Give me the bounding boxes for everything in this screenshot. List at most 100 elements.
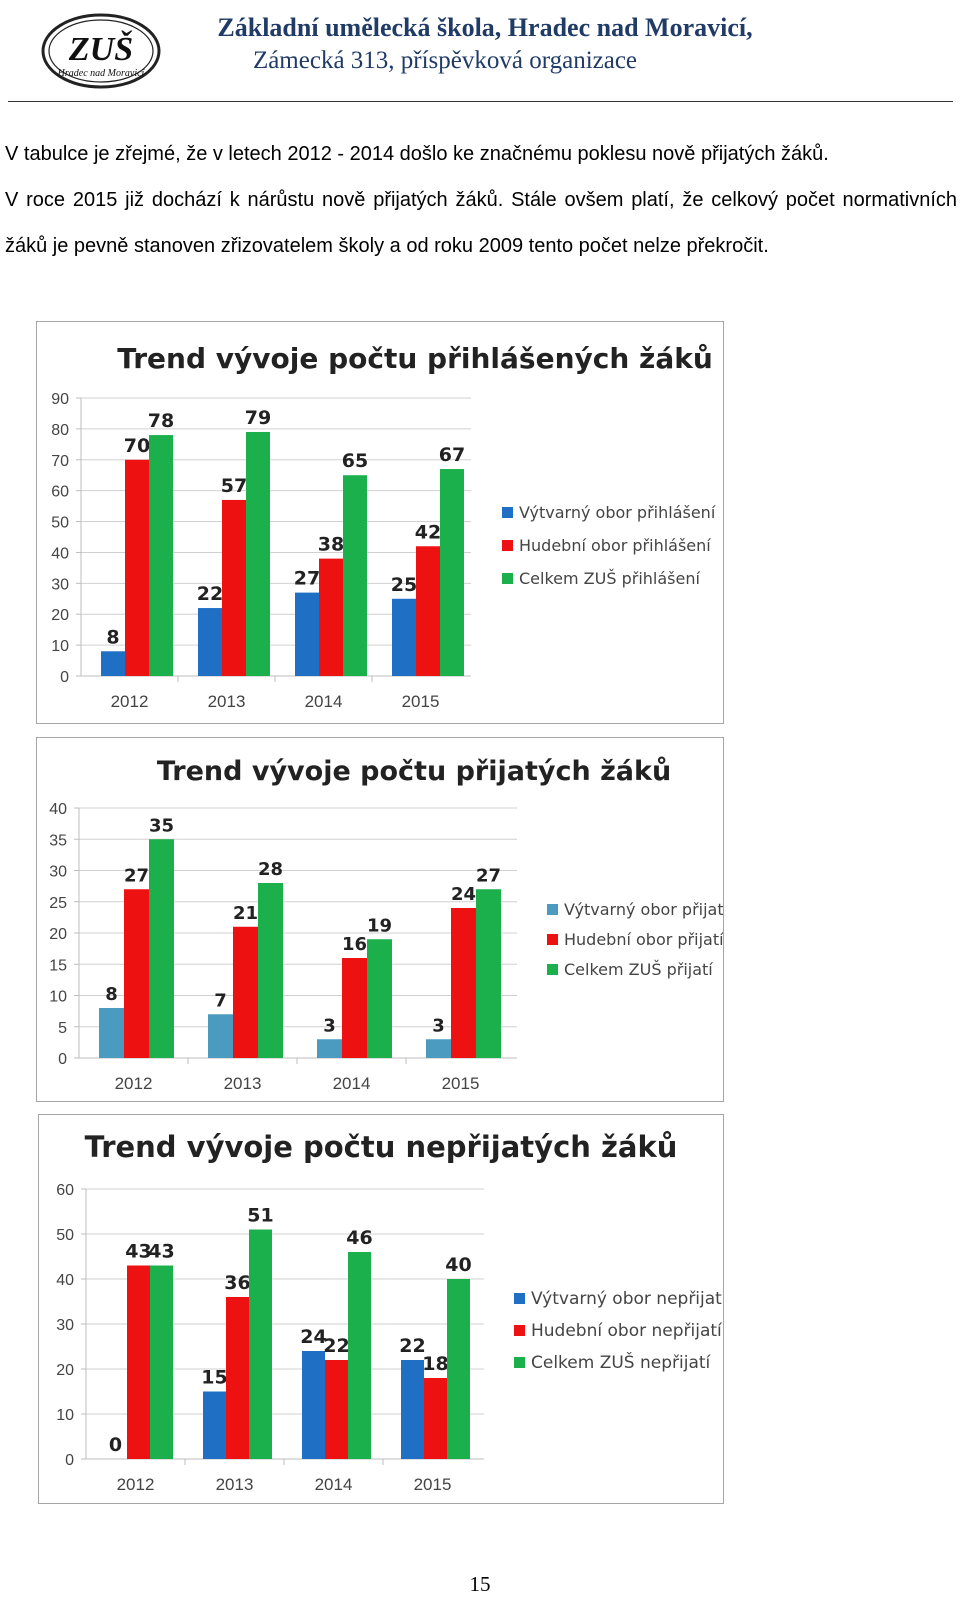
legend-swatch	[502, 540, 513, 551]
bar	[149, 839, 174, 1058]
bar	[343, 475, 367, 676]
legend-label: Výtvarný obor přihlášení	[519, 503, 716, 522]
legend-swatch	[514, 1293, 525, 1304]
data-label: 70	[124, 435, 150, 457]
y-tick-label: 10	[49, 989, 67, 1006]
y-tick-label: 35	[49, 832, 67, 849]
y-tick-label: 60	[56, 1182, 74, 1199]
y-tick-label: 40	[56, 1272, 74, 1289]
data-label: 40	[445, 1254, 471, 1276]
data-label: 7	[214, 990, 227, 1011]
bar	[367, 939, 392, 1058]
x-tick-label: 2012	[115, 1074, 153, 1093]
intro-paragraph: V tabulce je zřejmé, že v letech 2012 - …	[5, 131, 957, 269]
chart-accepted-students: Trend vývoje počtu přijatých žáků 0 5 10 15 2…	[36, 737, 724, 1102]
school-logo-icon: ZUŠ Hradec nad Moravicí	[41, 13, 161, 89]
legend-swatch	[502, 573, 513, 584]
x-tick-label: 2015	[414, 1475, 452, 1494]
bar	[392, 598, 416, 676]
bar	[451, 908, 476, 1058]
data-label: 16	[342, 934, 367, 955]
bar	[101, 651, 125, 676]
bar	[149, 435, 173, 676]
data-label: 19	[367, 915, 392, 936]
y-tick-label: 20	[56, 1362, 74, 1379]
legend-swatch	[547, 934, 558, 945]
data-label: 67	[439, 444, 465, 466]
data-label: 18	[422, 1353, 448, 1375]
data-label: 8	[105, 984, 118, 1005]
bar	[233, 926, 258, 1058]
bar	[150, 1265, 173, 1459]
bar	[127, 1265, 150, 1459]
y-tick-label: 30	[49, 864, 67, 881]
y-tick-label: 0	[60, 669, 69, 686]
chart-svg: Trend vývoje počtu přijatých žáků 0 5 10 15 2…	[49, 756, 723, 1093]
legend-label: Hudební obor přihlášení	[519, 536, 711, 555]
bar	[208, 1014, 233, 1058]
y-tick-label: 10	[56, 1407, 74, 1424]
bar	[124, 889, 149, 1058]
legend-swatch	[547, 964, 558, 975]
bar	[319, 558, 343, 676]
y-tick-label: 90	[51, 391, 69, 408]
x-tick-label: 2014	[305, 692, 343, 711]
data-label: 51	[247, 1205, 273, 1227]
data-label: 24	[451, 884, 476, 905]
bar	[258, 883, 283, 1058]
chart-title: Trend vývoje počtu přijatých žáků	[157, 756, 671, 787]
data-label: 8	[106, 626, 119, 648]
legend-label: Celkem ZUŠ přijatí	[564, 960, 713, 979]
data-label: 22	[323, 1335, 349, 1357]
data-label: 25	[391, 574, 417, 596]
bar	[447, 1279, 470, 1459]
y-tick-label: 40	[49, 801, 67, 818]
x-tick-label: 2012	[111, 692, 149, 711]
legend-swatch	[514, 1357, 525, 1368]
data-label: 24	[300, 1326, 326, 1348]
bar	[401, 1360, 424, 1459]
x-tick-label: 2013	[224, 1074, 262, 1093]
x-tick-label: 2014	[315, 1475, 353, 1494]
school-address: Zámecká 313, příspěvková organizace	[252, 47, 638, 74]
y-tick-label: 60	[51, 484, 69, 501]
x-tick-label: 2013	[208, 692, 246, 711]
chart-svg: Trend vývoje počtu nepřijatých žáků 0 10 20…	[56, 1130, 723, 1494]
chart-svg: Trend vývoje počtu přihlášených žáků 0 10 2…	[51, 342, 716, 711]
y-tick-label: 80	[51, 422, 69, 439]
bar	[342, 958, 367, 1058]
data-label: 46	[346, 1227, 372, 1249]
header-divider	[8, 101, 953, 102]
bar	[426, 1039, 451, 1058]
data-label: 27	[124, 865, 149, 886]
chart-rejected-students: Trend vývoje počtu nepřijatých žáků 0 10 20…	[38, 1114, 724, 1504]
bar	[348, 1252, 371, 1459]
legend-label: Celkem ZUŠ nepřijatí	[531, 1351, 712, 1373]
x-tick-label: 2015	[402, 692, 440, 711]
y-tick-label: 30	[56, 1317, 74, 1334]
x-tick-label: 2013	[216, 1475, 254, 1494]
legend-label: Výtvarný obor nepřijatí	[531, 1289, 723, 1309]
bar	[198, 608, 222, 676]
y-tick-label: 0	[65, 1452, 74, 1469]
legend-swatch	[514, 1325, 525, 1336]
x-tick-label: 2015	[442, 1074, 480, 1093]
data-label: 0	[109, 1434, 122, 1456]
data-label: 27	[294, 568, 320, 590]
bar	[317, 1039, 342, 1058]
y-tick-label: 70	[51, 453, 69, 470]
y-tick-label: 50	[56, 1227, 74, 1244]
data-label: 36	[224, 1272, 250, 1294]
legend-swatch	[547, 904, 558, 915]
paragraph-line-1: V tabulce je zřejmé, že v letech 2012 - …	[5, 143, 829, 165]
school-name: Základní umělecká škola, Hradec nad Mora…	[217, 13, 753, 42]
y-tick-label: 5	[58, 1020, 67, 1037]
bar	[295, 592, 319, 676]
data-label: 22	[197, 583, 223, 605]
bar	[249, 1229, 272, 1459]
bar	[222, 499, 246, 676]
legend-label: Výtvarný obor přijatí	[564, 900, 723, 919]
data-label: 38	[318, 534, 344, 556]
legend-label: Hudební obor nepřijatí	[531, 1321, 723, 1341]
chart-registered-students: Trend vývoje počtu přihlášených žáků 0 10 2…	[36, 321, 724, 724]
